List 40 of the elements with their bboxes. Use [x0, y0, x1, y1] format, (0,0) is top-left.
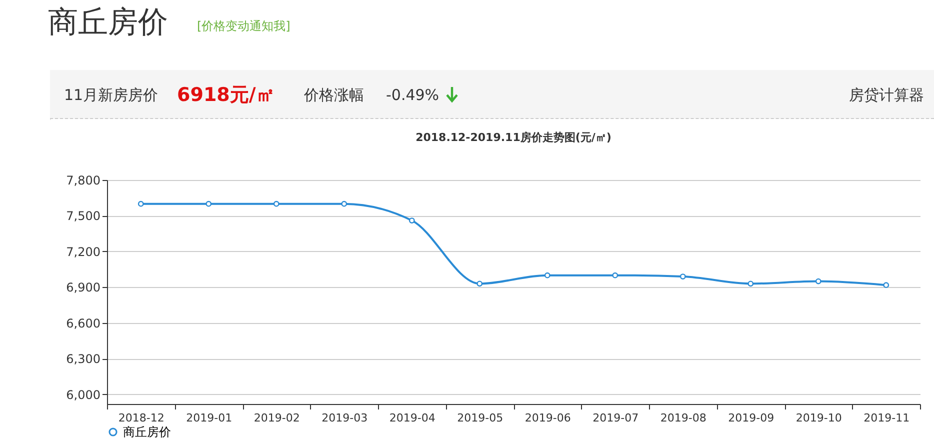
text: 11月新房房价 — [64, 86, 158, 105]
point — [138, 200, 144, 207]
x-tick-label: 2019-05 — [457, 412, 504, 424]
chart-title: 2018.12-2019.11房价走势图(元/㎡) — [416, 131, 612, 144]
y-tick-label: 7,500 — [66, 209, 100, 224]
text: 房贷计算器 — [849, 86, 924, 105]
point — [408, 218, 415, 224]
x-tick-label: 2019-08 — [660, 412, 706, 424]
point — [341, 200, 348, 207]
point — [748, 280, 754, 287]
x-tick-label: 2019-02 — [254, 412, 300, 424]
point — [476, 280, 483, 287]
y-tick-label: 6,300 — [66, 352, 100, 366]
x-tick-label: 2019-10 — [796, 412, 842, 424]
text: [价格变动通知我] — [197, 18, 290, 35]
x-tick-label: 2019-04 — [389, 412, 436, 424]
x-tick-label: 2019-01 — [186, 412, 232, 424]
point — [612, 272, 618, 278]
point — [883, 282, 890, 288]
x-tick-label: 2019-09 — [728, 412, 774, 424]
text: 6918元/㎡ — [177, 83, 275, 108]
y-tick-label: 6,600 — [66, 316, 100, 330]
y-tick-label: 7,800 — [66, 174, 100, 188]
x-tick-label: 2019-06 — [524, 412, 571, 424]
point — [273, 200, 280, 207]
y-tick-label: 6,900 — [66, 280, 100, 295]
legend-label: 商丘房价 — [123, 425, 171, 439]
point — [544, 272, 550, 278]
text: -0.49% — [386, 86, 440, 104]
text: 商丘房价 — [48, 4, 168, 42]
x-tick-label: 2019-03 — [322, 412, 368, 424]
x-tick-label: 2018-12 — [118, 412, 164, 424]
text: 价格涨幅 — [304, 86, 364, 105]
x-tick-label: 2019-07 — [592, 412, 639, 424]
point — [680, 274, 686, 280]
x-tick-label: 2019-11 — [864, 412, 910, 424]
point — [206, 200, 212, 207]
y-tick-label: 7,200 — [66, 244, 100, 259]
y-tick-label: 6,000 — [66, 388, 100, 402]
point — [815, 278, 822, 284]
